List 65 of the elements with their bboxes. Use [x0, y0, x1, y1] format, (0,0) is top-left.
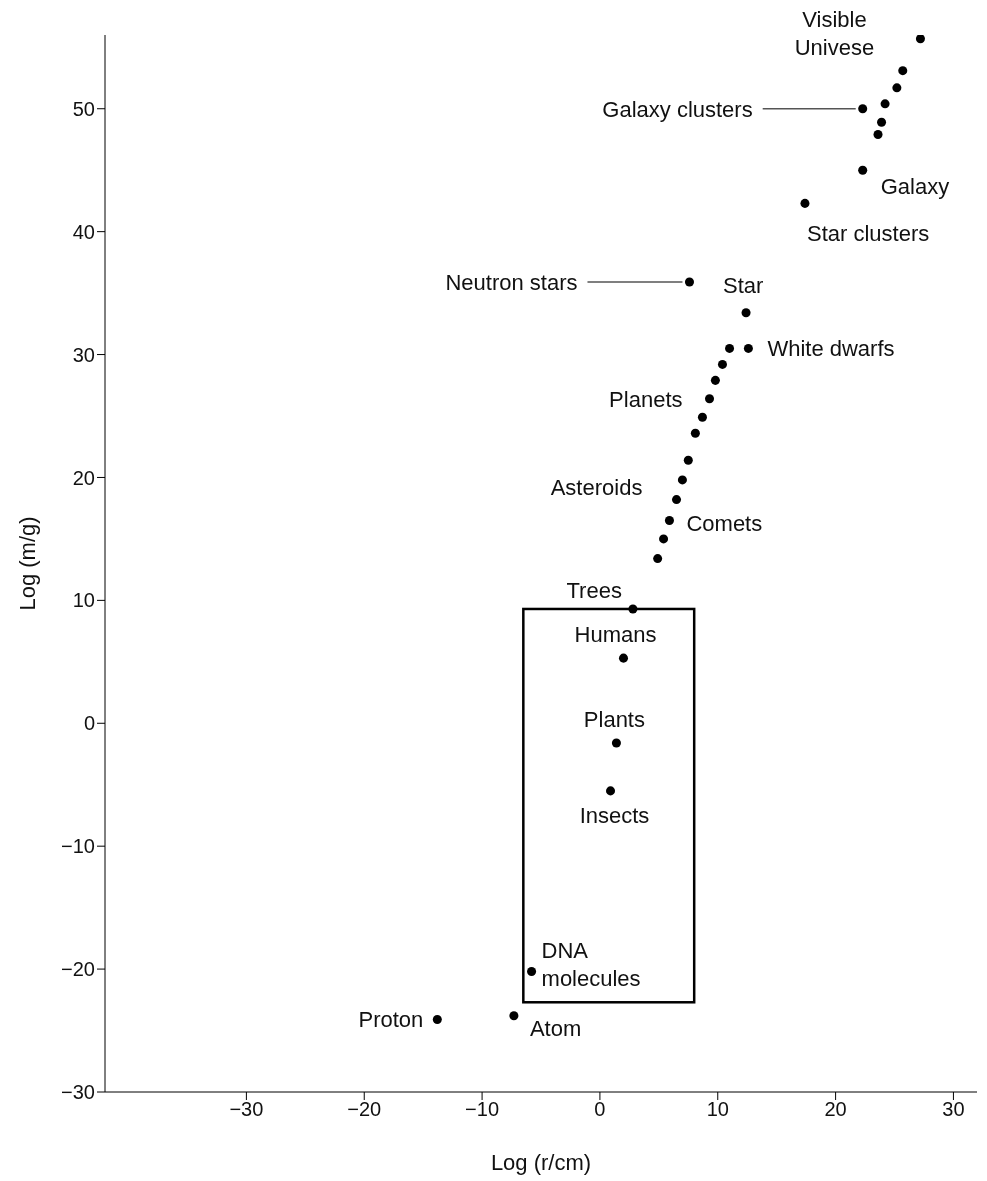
point [606, 786, 616, 796]
x-tick-label: 30 [942, 1098, 965, 1121]
point [611, 738, 621, 748]
point [915, 35, 925, 44]
point [664, 515, 674, 525]
annotation: Plants [583, 706, 645, 732]
y-tick-label: 0 [83, 712, 95, 735]
point [741, 308, 751, 318]
annotation: Star clusters [806, 220, 930, 246]
annotation: Proton [358, 1006, 424, 1032]
annotation: Galaxy [880, 173, 950, 199]
point [653, 554, 663, 564]
point [710, 375, 720, 385]
point [800, 198, 810, 208]
y-tick-label: 50 [72, 97, 95, 120]
y-tick-label: 30 [72, 343, 95, 366]
point [873, 130, 883, 140]
point [704, 394, 715, 404]
y-tick-label: 20 [72, 466, 95, 489]
x-tick-label: −10 [465, 1098, 500, 1121]
y-axis-title: Log (m/g) [14, 516, 40, 611]
x-axis-title: Log (r/cm) [490, 1150, 592, 1175]
point [858, 165, 868, 175]
point [509, 1011, 519, 1021]
annotation: Star [723, 272, 764, 298]
annotation: Planets [609, 386, 683, 412]
annotation: Neutron stars [445, 269, 578, 295]
y-tick-label: −10 [61, 835, 95, 858]
annotation: Humans [574, 621, 657, 647]
point [725, 343, 735, 353]
annotation: Insects [579, 802, 650, 828]
x-tick-label: 0 [594, 1098, 606, 1121]
point [898, 66, 908, 76]
x-tick-label: 10 [706, 1098, 729, 1121]
point [527, 967, 537, 977]
point [892, 83, 902, 93]
x-tick-label: 20 [824, 1098, 847, 1121]
annotation: Comets [686, 510, 763, 536]
y-tick-label: 10 [72, 589, 95, 612]
point [690, 428, 700, 438]
point [880, 99, 890, 109]
point [659, 534, 669, 544]
point [684, 277, 694, 287]
point [432, 1014, 442, 1024]
annotation: White dwarfs [767, 335, 895, 361]
point [677, 475, 687, 485]
point [618, 653, 628, 663]
point [717, 359, 727, 369]
point [683, 455, 693, 465]
annotation: Visible Univese [794, 6, 875, 60]
point [743, 343, 753, 353]
point [858, 104, 868, 114]
point [672, 495, 682, 505]
annotation: Asteroids [550, 474, 643, 500]
x-tick-label: −20 [347, 1098, 382, 1121]
annotation: Galaxy clusters [602, 96, 753, 122]
x-tick-label: −30 [229, 1098, 264, 1121]
y-tick-label: 40 [72, 220, 95, 243]
annotation: Atom [529, 1015, 582, 1041]
point [877, 117, 887, 127]
annotation: DNA molecules [541, 937, 641, 991]
annotation: Trees [566, 577, 622, 603]
point [697, 412, 707, 422]
y-tick-label: −30 [61, 1081, 95, 1104]
y-tick-label: −20 [61, 958, 95, 981]
